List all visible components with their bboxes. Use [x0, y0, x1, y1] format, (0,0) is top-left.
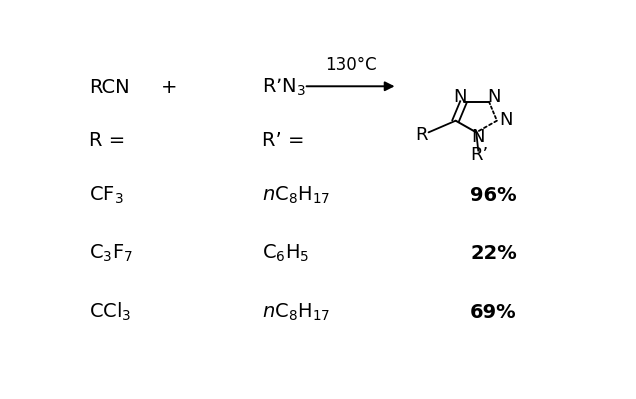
- Text: R’N$_3$: R’N$_3$: [262, 77, 306, 99]
- Text: 22%: 22%: [470, 244, 517, 263]
- Text: C$_6$H$_5$: C$_6$H$_5$: [262, 243, 309, 265]
- Text: R =: R =: [89, 130, 125, 150]
- Text: +: +: [161, 78, 177, 97]
- Text: C$_3$F$_7$: C$_3$F$_7$: [89, 243, 134, 265]
- Text: N: N: [453, 88, 466, 106]
- Text: N: N: [487, 88, 501, 106]
- Text: 130°C: 130°C: [325, 56, 377, 74]
- Text: 69%: 69%: [470, 302, 517, 322]
- Text: $n$C$_8$H$_{17}$: $n$C$_8$H$_{17}$: [262, 302, 330, 323]
- Text: R’: R’: [470, 146, 488, 164]
- Text: R’ =: R’ =: [262, 130, 305, 150]
- Text: CCl$_3$: CCl$_3$: [89, 301, 132, 323]
- Text: N: N: [471, 128, 485, 146]
- Text: CF$_3$: CF$_3$: [89, 185, 124, 206]
- Text: RCN: RCN: [89, 78, 130, 97]
- Text: N: N: [499, 111, 513, 129]
- Text: 96%: 96%: [470, 186, 517, 205]
- Text: R: R: [415, 126, 427, 144]
- Text: $n$C$_8$H$_{17}$: $n$C$_8$H$_{17}$: [262, 185, 330, 206]
